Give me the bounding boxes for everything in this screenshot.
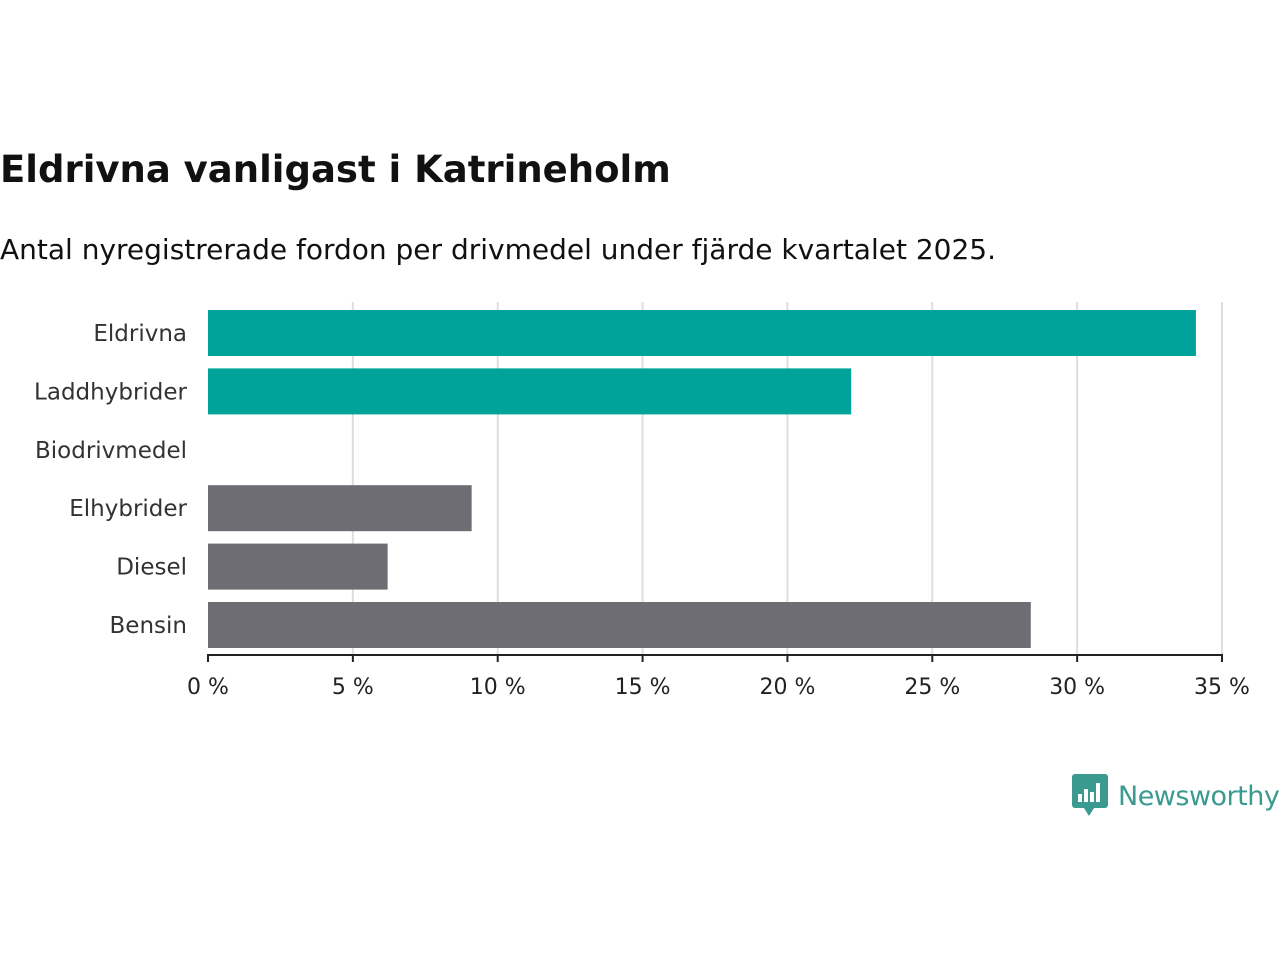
bar-diesel: [208, 543, 388, 590]
bar-laddhybrider: [208, 368, 852, 415]
chart-title: Eldrivna vanligast i Katrineholm: [0, 148, 671, 191]
bars: [208, 310, 1196, 648]
bar-chart: Eldrivna Laddhybrider Biodrivmedel Elhybrid…: [34, 302, 1250, 700]
x-axis: 0 % 5 % 10 % 15 % 20 % 25 % 30 % 35 %: [187, 654, 1250, 700]
x-tick-label: 10 %: [470, 675, 526, 700]
bar-elhybrider: [208, 485, 472, 532]
bar-bensin: [208, 602, 1031, 648]
x-tick-label: 25 %: [904, 675, 960, 700]
x-tick-label: 0 %: [187, 675, 229, 700]
brand-name: Newsworthy: [1118, 780, 1280, 812]
x-tick-label: 30 %: [1049, 675, 1105, 700]
category-label: Laddhybrider: [34, 379, 187, 405]
category-label: Eldrivna: [93, 321, 187, 347]
category-label: Biodrivmedel: [35, 438, 187, 464]
newsworthy-logo-icon: [1072, 774, 1108, 816]
x-tick-label: 35 %: [1194, 675, 1250, 700]
x-tick-label: 5 %: [332, 675, 374, 700]
newsworthy-brand: Newsworthy: [1072, 774, 1280, 818]
bar-eldrivna: [208, 310, 1196, 356]
chart-subtitle: Antal nyregistrerade fordon per drivmede…: [0, 233, 997, 266]
gridlines: [351, 302, 1223, 655]
x-tick-label: 20 %: [759, 675, 815, 700]
category-labels: Eldrivna Laddhybrider Biodrivmedel Elhybrid…: [34, 321, 187, 639]
category-label: Bensin: [110, 613, 187, 639]
category-label: Diesel: [116, 555, 187, 581]
category-label: Elhybrider: [69, 496, 187, 522]
x-tick-label: 15 %: [615, 675, 671, 700]
